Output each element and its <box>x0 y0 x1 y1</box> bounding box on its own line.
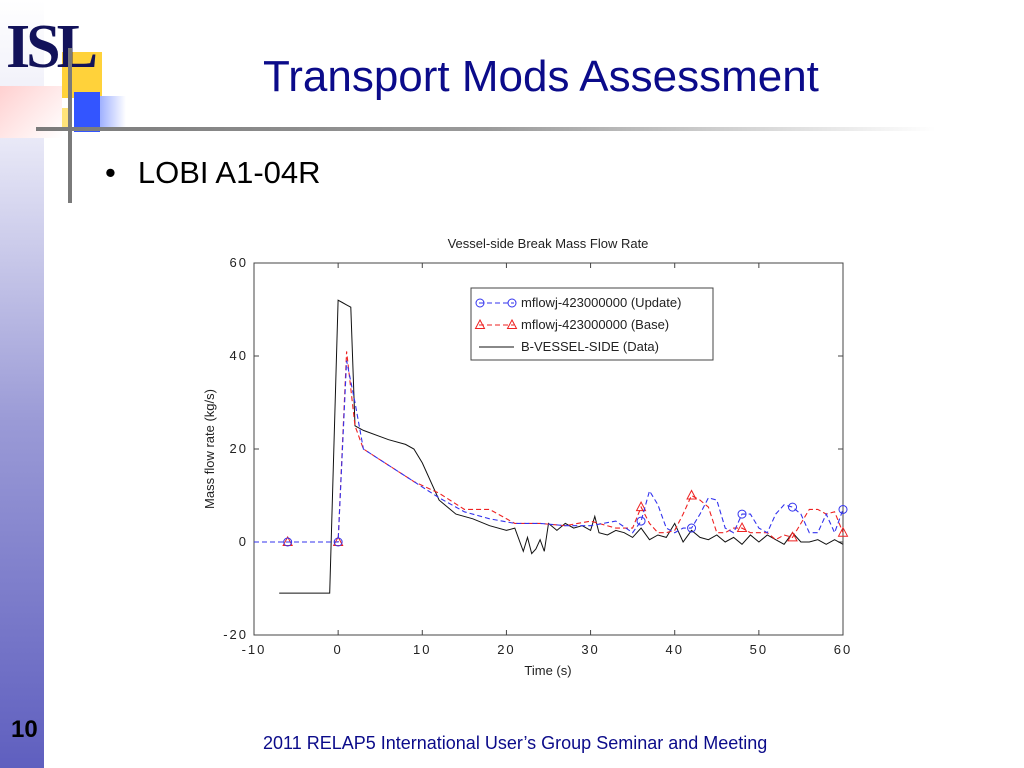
x-tick-label: -10 <box>242 642 267 657</box>
series-layer <box>254 299 849 594</box>
data-point-marker <box>737 509 747 519</box>
bullet-item: • LOBI A1-04R <box>105 155 321 191</box>
x-tick-label: 10 <box>413 642 431 657</box>
blue-square <box>100 96 126 130</box>
data-point-marker <box>507 298 517 308</box>
series-line <box>254 351 844 543</box>
x-tick-label: 40 <box>665 642 683 657</box>
data-point-marker <box>333 537 343 547</box>
data-point-marker <box>474 318 486 329</box>
series-line <box>279 299 844 594</box>
data-point-marker <box>687 523 697 533</box>
x-axis-label: Time (s) <box>524 663 571 678</box>
slide-footer: 2011 RELAP5 International User’s Group S… <box>263 733 768 753</box>
slide-number: 10 <box>11 716 38 743</box>
slide-title: Transport Mods Assessment <box>263 52 819 101</box>
title-underline <box>36 127 936 131</box>
data-point-marker <box>475 298 485 308</box>
data-point-marker <box>837 526 849 537</box>
y-axis-label: Mass flow rate (kg/s) <box>202 389 217 509</box>
x-tick-label: 20 <box>497 642 515 657</box>
x-tick-label: 30 <box>581 642 599 657</box>
axis-ticks: -10 0 10 20 30 40 50 60 -20 0 20 40 60 <box>223 255 852 657</box>
data-point-marker <box>736 521 748 533</box>
chart-legend: mflowj-423000000 (Update) mflowj-42300000… <box>470 287 714 361</box>
data-point-marker <box>788 502 798 512</box>
x-tick-label: 60 <box>834 642 852 657</box>
series-line <box>254 360 844 543</box>
data-point-marker <box>838 504 848 514</box>
data-point-marker <box>506 318 518 329</box>
series-0 <box>254 360 848 547</box>
y-tick-label: 20 <box>230 441 248 456</box>
legend-entry: mflowj-423000000 (Update) <box>475 295 681 310</box>
y-tick-label: -20 <box>223 627 248 642</box>
chart-title: Vessel-side Break Mass Flow Rate <box>448 236 649 251</box>
data-point-marker <box>686 489 697 500</box>
x-tick-label: 50 <box>750 642 768 657</box>
y-tick-label: 40 <box>230 348 248 363</box>
legend-label: mflowj-423000000 (Update) <box>521 295 681 310</box>
vertical-rule <box>68 48 72 203</box>
legend-label: mflowj-423000000 (Base) <box>521 317 669 332</box>
blue-square <box>74 92 100 132</box>
legend-box <box>470 287 714 361</box>
legend-label: B-VESSEL-SIDE (Data) <box>521 339 659 354</box>
data-point-marker <box>635 501 647 512</box>
bullet-symbol: • <box>105 155 116 190</box>
y-tick-label: 0 <box>239 534 248 549</box>
data-point-marker <box>636 516 646 526</box>
bullet-text: LOBI A1-04R <box>137 155 321 190</box>
data-point-marker <box>787 531 798 542</box>
legend-entry: B-VESSEL-SIDE (Data) <box>479 339 659 354</box>
y-tick-label: 60 <box>230 255 248 270</box>
x-tick-label: 0 <box>334 642 343 657</box>
isl-logo: ISL <box>6 13 98 81</box>
legend-entry: mflowj-423000000 (Base) <box>474 317 669 332</box>
mass-flow-chart: Vessel-side Break Mass Flow Rate -10 0 10 2… <box>202 236 852 678</box>
data-point-marker <box>283 537 293 547</box>
series-2 <box>279 299 844 594</box>
